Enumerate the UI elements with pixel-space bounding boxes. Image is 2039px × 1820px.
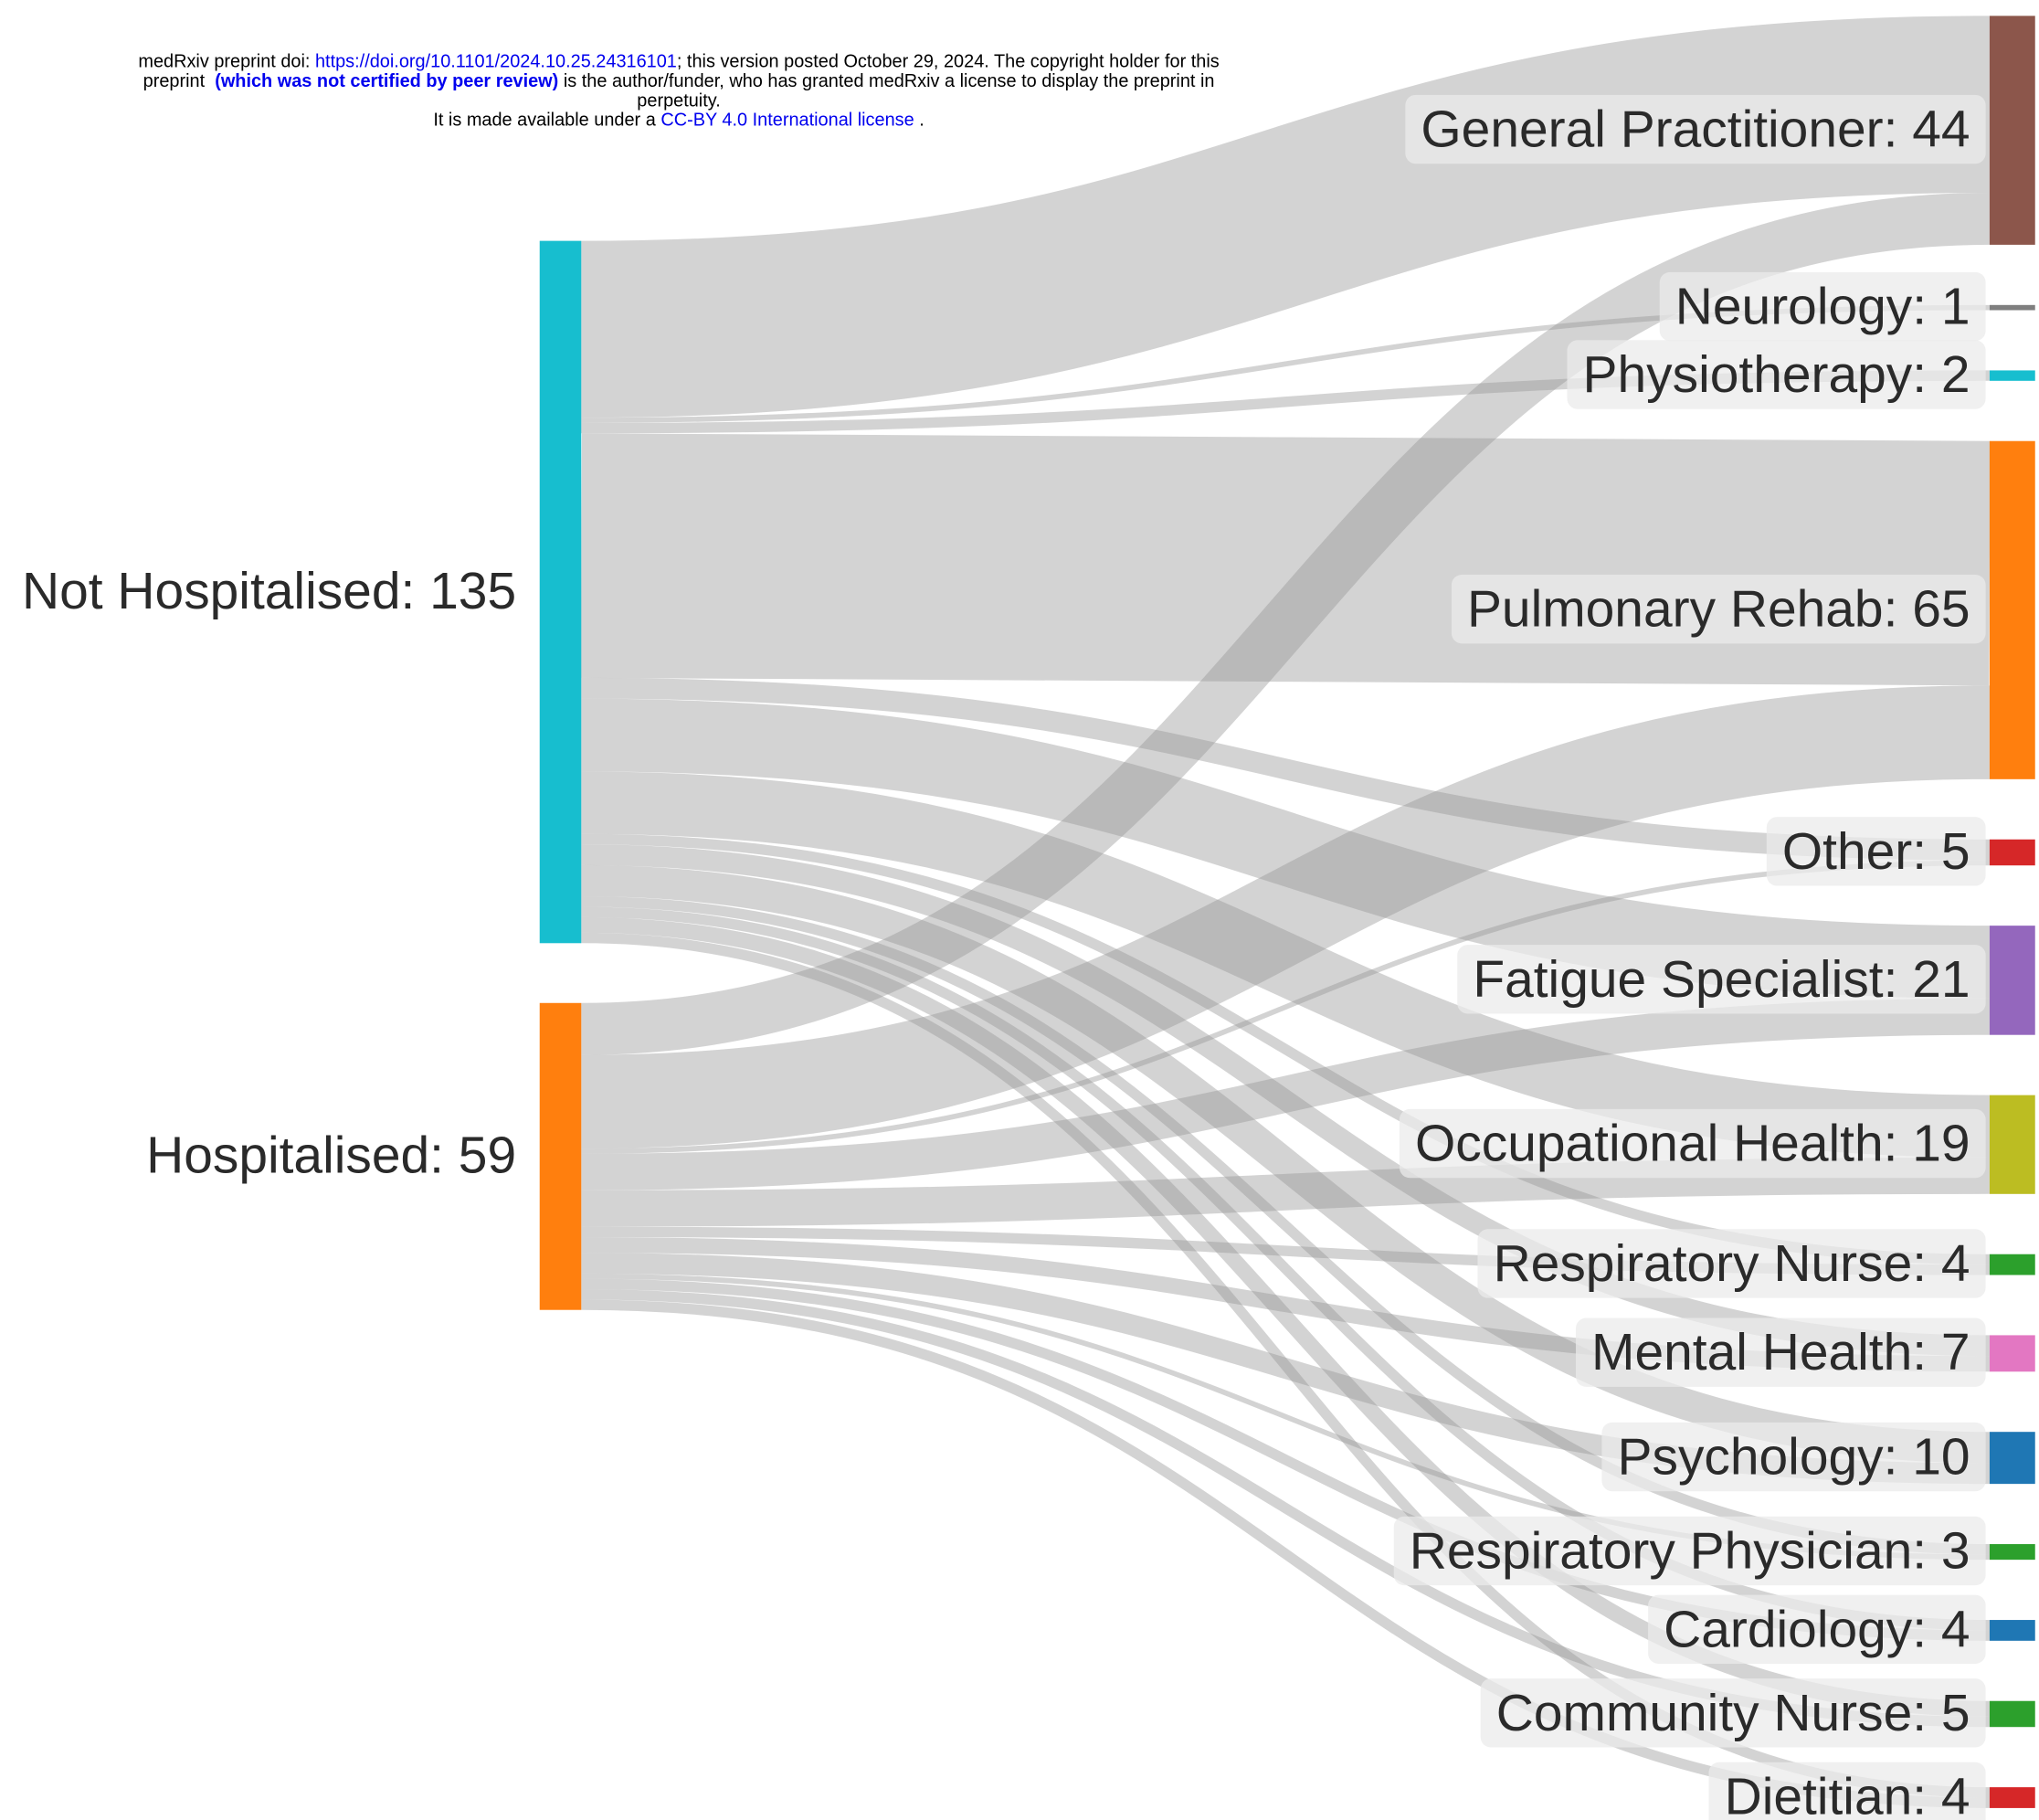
header-text: It is made available under a <box>433 111 660 131</box>
label-background <box>1601 1422 1986 1492</box>
node-label: Dietitian: 4 <box>1725 1767 1970 1820</box>
header-line: medRxiv preprint doi: https://doi.org/10… <box>138 52 1219 72</box>
link <box>581 433 1990 686</box>
label-background <box>1477 1229 1986 1298</box>
node <box>1989 370 2035 381</box>
node <box>539 1002 582 1310</box>
node <box>539 240 582 944</box>
node-label: Physiotherapy: 2 <box>1583 345 1970 404</box>
link <box>581 998 1990 1190</box>
node-label: General Practitioner: 44 <box>1421 101 1970 159</box>
label-background <box>1659 271 1986 342</box>
label-background <box>1567 340 1986 409</box>
header-line: preprint (which was not certified by pee… <box>143 71 1215 91</box>
link <box>581 844 1990 1357</box>
node <box>1989 1254 2035 1275</box>
link <box>581 677 1990 861</box>
node <box>1989 1095 2035 1194</box>
header-line: perpetuity. <box>637 91 720 111</box>
link <box>581 864 1990 1464</box>
node <box>1989 839 2035 866</box>
label-background <box>1457 945 1986 1014</box>
node-label: Respiratory Nurse: 4 <box>1494 1234 1970 1293</box>
node <box>1989 1432 2035 1485</box>
node <box>1989 1700 2035 1728</box>
node <box>1989 1335 2035 1372</box>
node-label: Psychology: 10 <box>1618 1428 1970 1487</box>
label-background <box>1393 1516 1986 1586</box>
node <box>1989 16 2035 245</box>
node-label: Neurology: 1 <box>1675 278 1970 336</box>
node-label: Respiratory Physician: 3 <box>1410 1521 1970 1580</box>
header-text: preprint <box>143 71 216 91</box>
node-label: Other: 5 <box>1782 822 1970 881</box>
node <box>1989 440 2035 779</box>
nodes <box>539 16 2035 1808</box>
preprint-header: medRxiv preprint doi: https://doi.org/10… <box>138 52 1219 131</box>
link <box>581 771 1990 1158</box>
header-line: It is made available under a CC-BY 4.0 I… <box>433 111 924 131</box>
node-label: Mental Health: 7 <box>1591 1323 1970 1381</box>
node-label: Not Hospitalised: 135 <box>22 562 516 620</box>
node-label: Fatigue Specialist: 21 <box>1473 950 1970 1009</box>
link <box>581 192 1990 1055</box>
node-label: Community Nurse: 5 <box>1496 1684 1970 1742</box>
link <box>581 896 1990 1555</box>
label-background <box>1575 1317 1986 1387</box>
node-label: Cardiology: 4 <box>1664 1600 1970 1658</box>
labels: Not Hospitalised: 135 Hospitalised: 59 Gen… <box>22 94 1986 1820</box>
label-background <box>1648 1594 1986 1665</box>
node <box>1989 1544 2035 1561</box>
label-background <box>1766 817 1986 886</box>
label-background <box>1480 1678 1986 1748</box>
node-label: Pulmonary Rehab: 65 <box>1467 580 1970 639</box>
header-text: . <box>914 111 924 131</box>
node <box>1989 1787 2035 1808</box>
label-background <box>1451 574 1986 644</box>
header-text: ; this version posted October 29, 2024. … <box>677 52 1220 72</box>
node <box>1989 926 2035 1035</box>
peer-review-note: (which was not certified by peer review) <box>215 71 558 91</box>
node-label: Occupational Health: 19 <box>1415 1115 1970 1173</box>
header-text: is the author/funder, who has granted me… <box>558 71 1214 91</box>
node <box>1989 304 2035 311</box>
label-background <box>1708 1762 1986 1820</box>
link <box>581 685 1990 1149</box>
label-background <box>1399 1108 1986 1179</box>
license-link[interactable]: CC-BY 4.0 International license <box>660 111 914 131</box>
node-label: Hospitalised: 59 <box>146 1127 516 1185</box>
link <box>581 860 1990 1154</box>
node <box>1989 1620 2035 1641</box>
doi-link[interactable]: https://doi.org/10.1101/2024.10.25.24316… <box>315 52 677 72</box>
label-background <box>1405 94 1986 164</box>
header-text: medRxiv preprint doi: <box>138 52 315 72</box>
